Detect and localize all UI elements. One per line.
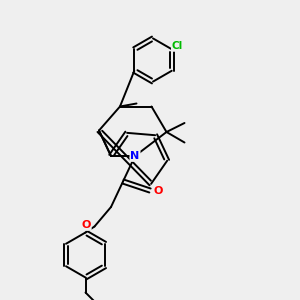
Text: O: O (154, 185, 163, 196)
Text: N: N (130, 151, 140, 161)
Text: Cl: Cl (172, 41, 183, 51)
Text: O: O (81, 220, 91, 230)
